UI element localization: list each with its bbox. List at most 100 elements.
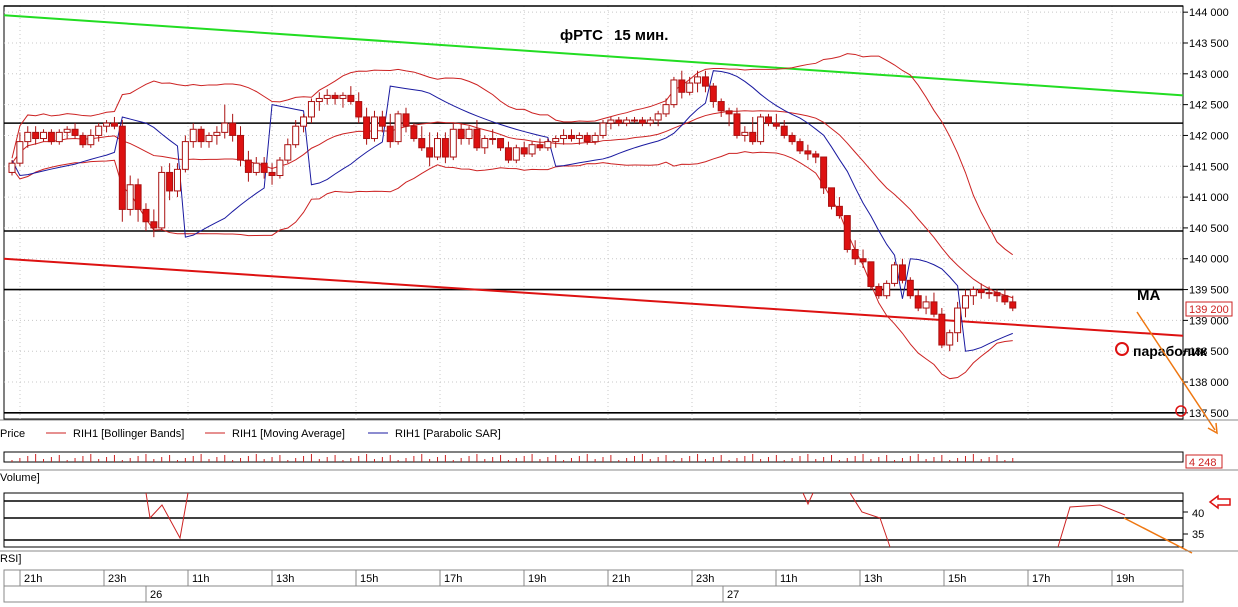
- time-tick-label: 19h: [1116, 573, 1134, 585]
- price-tick-label: 140 000: [1189, 254, 1229, 266]
- price-tick-label: 137 500: [1189, 408, 1229, 420]
- candle-body: [110, 122, 118, 127]
- price-tick-label: 141 500: [1189, 161, 1229, 173]
- price-tick-label: 138 000: [1189, 377, 1229, 389]
- candle-body: [662, 104, 670, 115]
- legend-parabolic-sar: RIH1 [Parabolic SAR]: [395, 428, 501, 440]
- candle-body: [197, 128, 205, 143]
- candle-body: [638, 119, 646, 124]
- candle-body: [567, 134, 575, 140]
- candle-body: [772, 122, 780, 127]
- price-tick-label: 142 000: [1189, 130, 1229, 142]
- rsi-panel-frame: [3, 492, 1184, 548]
- candle-body: [150, 221, 158, 229]
- candle-body: [914, 295, 922, 309]
- candle-body: [757, 116, 765, 143]
- candle-body: [780, 125, 788, 136]
- day-tick-label: 27: [727, 589, 739, 601]
- candle-body: [560, 134, 568, 140]
- candle-body: [213, 131, 221, 136]
- candle-body: [449, 128, 457, 158]
- volume-label: Volume]: [0, 472, 40, 484]
- price-tick-label: 143 000: [1189, 69, 1229, 81]
- candle-body: [646, 119, 654, 124]
- parabolic-sar: [11, 70, 1013, 352]
- candle-body: [820, 156, 828, 189]
- candle-body: [701, 76, 709, 87]
- volume-value: 4 248: [1189, 457, 1217, 469]
- candle-body: [355, 101, 363, 118]
- candle-body: [166, 171, 174, 192]
- candle-body: [323, 94, 331, 99]
- candles: [8, 70, 1017, 352]
- candle-body: [55, 131, 63, 143]
- candle-body: [678, 79, 686, 93]
- time-tick-label: 19h: [528, 573, 546, 585]
- candle-body: [938, 313, 946, 346]
- candle-body: [946, 332, 954, 346]
- candle-body: [8, 162, 16, 173]
- candle-body: [591, 134, 599, 143]
- candle-body: [292, 125, 300, 146]
- rsi-line-1: [145, 492, 189, 540]
- candle-body: [402, 113, 410, 127]
- candle-body: [465, 128, 473, 140]
- candle-body: [276, 159, 284, 177]
- candle-body: [883, 282, 891, 297]
- candle-body: [410, 125, 418, 140]
- candle-body: [670, 79, 678, 106]
- candle-body: [347, 94, 355, 103]
- candle-body: [741, 131, 749, 136]
- candle-body: [426, 147, 434, 158]
- forecast-arrowhead-price: [1207, 422, 1218, 435]
- candle-body: [32, 131, 40, 140]
- candle-body: [434, 138, 442, 158]
- time-tick-label: 13h: [864, 573, 882, 585]
- candle-body: [709, 85, 717, 103]
- parabolic-marker-icon: [1115, 342, 1129, 356]
- time-tick-label: 15h: [360, 573, 378, 585]
- candle-body: [717, 101, 725, 112]
- price-tick-label: 142 500: [1189, 100, 1229, 112]
- candle-body: [79, 134, 87, 146]
- candle-body: [623, 119, 631, 124]
- candle-body: [457, 128, 465, 140]
- candle-body: [969, 289, 977, 297]
- candle-body: [47, 131, 55, 143]
- volume-value-tag: [1185, 454, 1223, 469]
- candle-body: [512, 147, 520, 161]
- candle-body: [528, 144, 536, 155]
- candle-body: [189, 128, 197, 143]
- candle-body: [339, 94, 347, 99]
- legend-price: Price: [0, 428, 25, 440]
- candle-body: [1009, 301, 1017, 309]
- price-tick-label: 141 000: [1189, 192, 1229, 204]
- candle-body: [268, 171, 276, 177]
- legend-bollinger: RIH1 [Bollinger Bands]: [73, 428, 184, 440]
- candle-body: [504, 147, 512, 161]
- candle-body: [536, 144, 544, 149]
- legend: Price RIH1 [Bollinger Bands] RIH1 [Movin…: [0, 428, 501, 440]
- candle-body: [1001, 295, 1009, 303]
- candle-body: [788, 134, 796, 143]
- candle-body: [173, 168, 181, 192]
- candle-body: [24, 131, 32, 143]
- ma-annotation: МА: [1137, 287, 1160, 304]
- time-tick-label: 13h: [276, 573, 294, 585]
- candle-body: [851, 248, 859, 260]
- candle-body: [205, 134, 213, 143]
- rsi-line-3: [849, 492, 891, 548]
- candle-body: [906, 279, 914, 297]
- target-marker-icon: [1175, 405, 1187, 417]
- price-grid: [4, 6, 1183, 419]
- forecast-arrow-rsi: [1123, 517, 1193, 554]
- candle-body: [244, 159, 252, 173]
- price-panel-frame: [3, 5, 1184, 420]
- time-tick-label: 21h: [612, 573, 630, 585]
- candle-body: [544, 141, 552, 149]
- candle-body: [489, 138, 497, 141]
- candle-body: [733, 113, 741, 136]
- current-price-label: 139 200: [1189, 304, 1229, 316]
- candle-body: [40, 131, 48, 140]
